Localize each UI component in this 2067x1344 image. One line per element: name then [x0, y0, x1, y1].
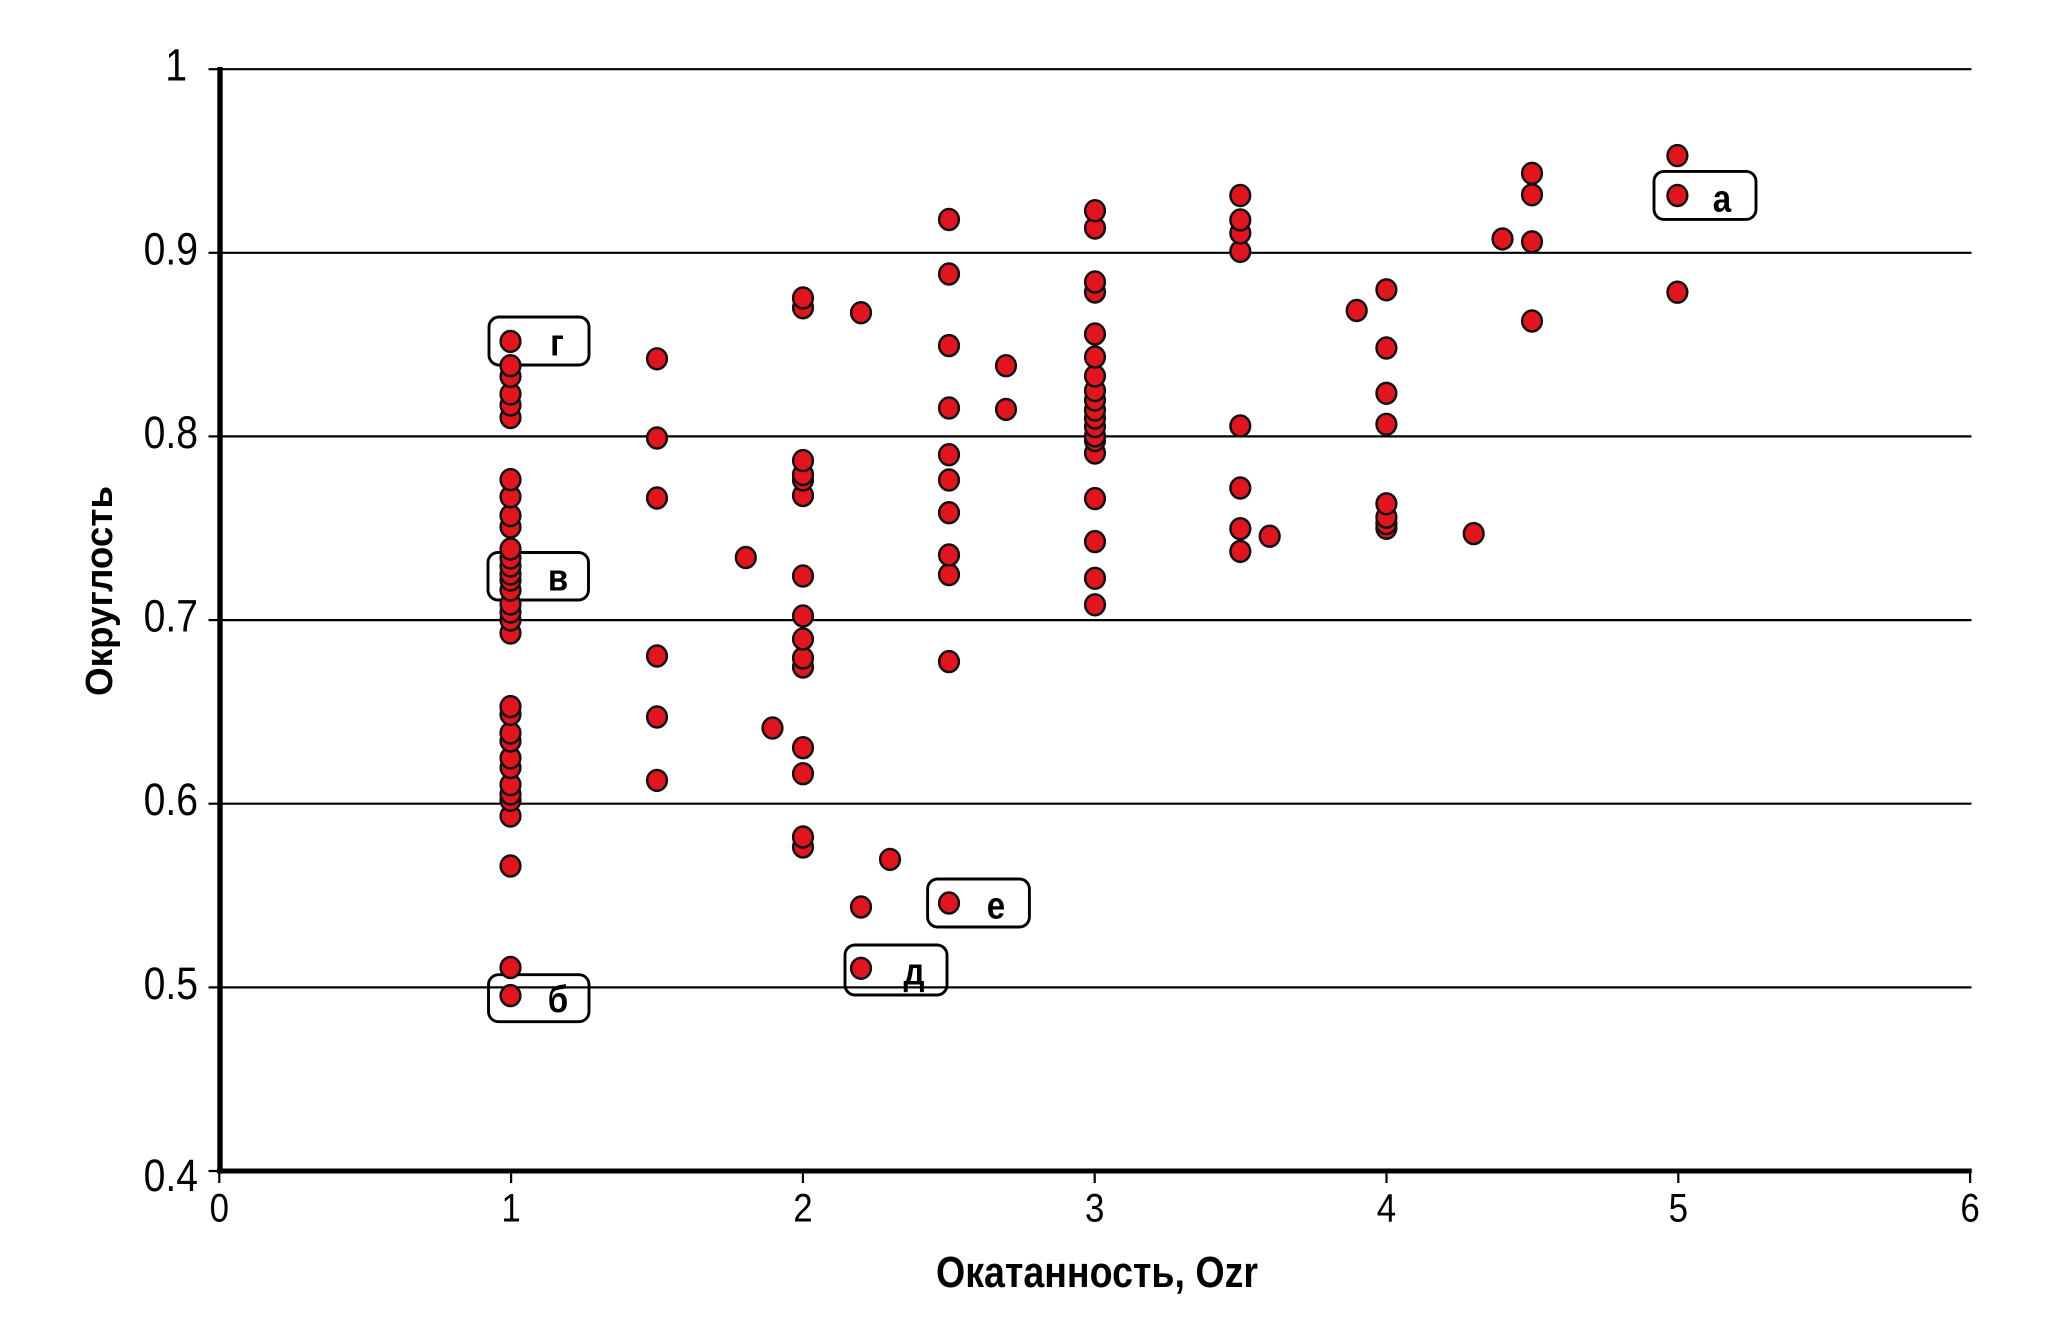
- svg-text:3: 3: [1085, 1187, 1104, 1231]
- svg-text:5: 5: [1669, 1187, 1688, 1231]
- svg-text:0.5: 0.5: [144, 958, 198, 1009]
- svg-text:в: в: [548, 558, 568, 600]
- svg-text:е: е: [987, 886, 1005, 928]
- svg-text:1: 1: [165, 40, 187, 91]
- svg-text:4: 4: [1377, 1187, 1396, 1231]
- svg-text:0: 0: [210, 1187, 229, 1231]
- svg-text:б: б: [548, 979, 568, 1021]
- svg-text:1: 1: [501, 1187, 520, 1231]
- svg-text:а: а: [1713, 179, 1732, 221]
- svg-text:Округлость: Округлость: [79, 486, 121, 696]
- svg-text:0.9: 0.9: [144, 223, 198, 274]
- svg-text:0.6: 0.6: [144, 774, 198, 825]
- svg-text:г: г: [550, 323, 564, 365]
- svg-text:0.4: 0.4: [144, 1150, 198, 1201]
- svg-text:2: 2: [793, 1187, 812, 1231]
- svg-text:6: 6: [1960, 1187, 1979, 1231]
- svg-text:д: д: [904, 952, 925, 994]
- svg-text:Окатанность, Ozr: Окатанность, Ozr: [936, 1248, 1258, 1297]
- svg-text:0.8: 0.8: [144, 407, 198, 458]
- svg-text:0.7: 0.7: [144, 591, 198, 642]
